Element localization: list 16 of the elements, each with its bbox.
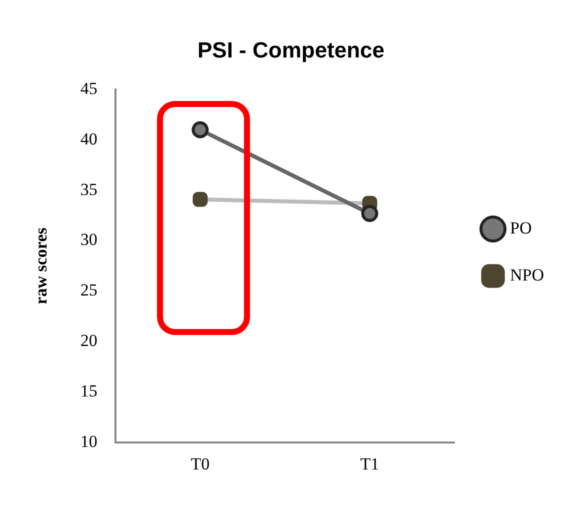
y-tick-label: 10 <box>80 432 98 452</box>
x-tick-label: T1 <box>360 454 380 474</box>
point <box>192 121 209 138</box>
y-tick-label: 15 <box>80 382 98 401</box>
y-tick-label: 30 <box>80 230 98 250</box>
point <box>361 205 378 222</box>
legend-label: NPO <box>510 265 544 284</box>
y-tick-label: 20 <box>80 331 98 350</box>
y-tick-label: 25 <box>80 280 98 300</box>
y-axis-title: raw scores <box>32 227 51 304</box>
y-tick-label: 35 <box>80 180 98 199</box>
y-tick-label: 40 <box>80 129 98 148</box>
chart-title: PSI - Competence <box>197 37 385 62</box>
y-tick-label: 45 <box>80 78 98 98</box>
x-tick-label: T0 <box>190 454 210 474</box>
legend-label: PO <box>510 218 532 238</box>
